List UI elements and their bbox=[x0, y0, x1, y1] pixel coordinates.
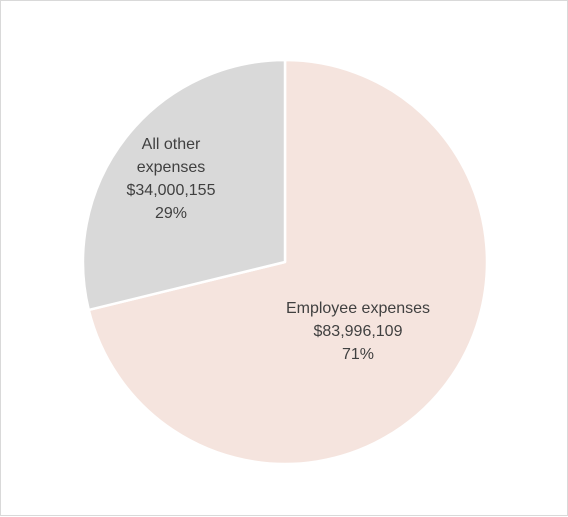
data-label-line: expenses bbox=[137, 159, 206, 176]
data-label-employee-expenses: Employee expenses $83,996,109 71% bbox=[286, 300, 430, 363]
pie-slices bbox=[81, 58, 489, 466]
data-label-line: 71% bbox=[342, 346, 374, 363]
data-label-line: $34,000,155 bbox=[127, 182, 216, 199]
data-label-line: $83,996,109 bbox=[314, 323, 403, 340]
pie-labels: Employee expenses $83,996,109 71% All other… bbox=[127, 136, 431, 363]
pie-slice-all-other-expenses bbox=[81, 58, 287, 312]
data-label-all-other-expenses: All other expenses $34,000,155 29% bbox=[127, 136, 216, 222]
data-label-line: 29% bbox=[155, 205, 187, 222]
data-label-line: All other bbox=[142, 136, 201, 153]
data-label-line: Employee expenses bbox=[286, 300, 430, 317]
pie-slice-employee-expenses bbox=[87, 58, 489, 466]
